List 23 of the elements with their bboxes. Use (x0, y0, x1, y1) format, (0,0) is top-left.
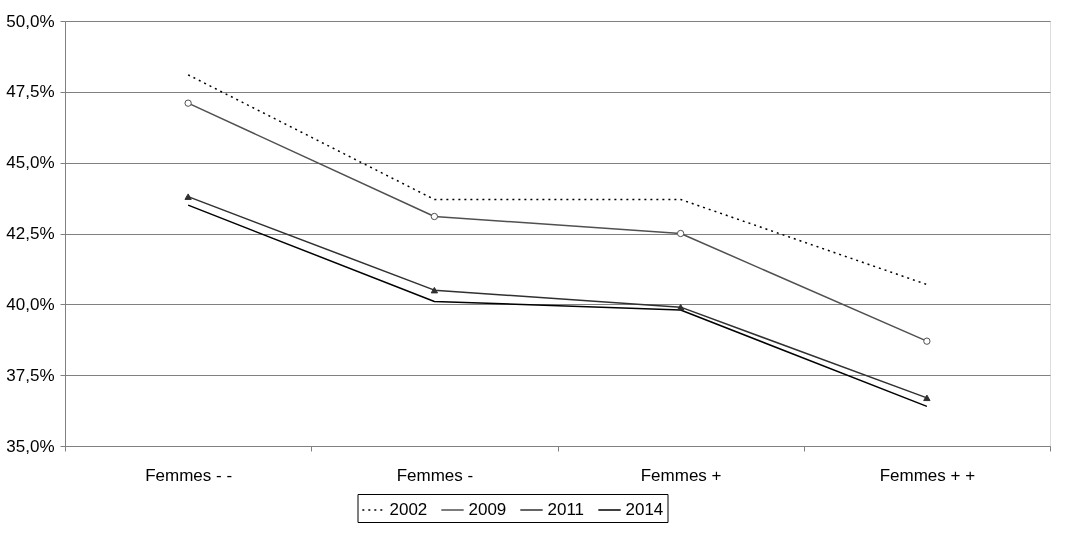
y-tick-label: 47,5% (6, 82, 55, 102)
point (430, 286, 439, 294)
legend-label: 2009 (468, 500, 507, 519)
y-tick-label: 42,5% (6, 224, 55, 243)
y-tick-label: 37,5% (6, 365, 55, 385)
x-tick-label: Femmes - (396, 465, 474, 485)
x-tick-label: Femmes + (640, 465, 722, 485)
point (184, 193, 192, 200)
point (923, 337, 931, 345)
legend-label: 2011 (547, 500, 585, 519)
x-tick-label: Femmes + + (879, 465, 976, 485)
y-tick-label: 45,0% (6, 153, 55, 173)
x-tick-label: Femmes - - (145, 465, 233, 485)
point (184, 99, 192, 107)
y-tick-label: 35,0% (6, 436, 55, 456)
point (923, 394, 931, 402)
y-tick-label: 40,0% (6, 294, 55, 314)
point (430, 212, 439, 221)
point (676, 229, 685, 238)
point (676, 303, 685, 311)
legend-label: 2002 (389, 500, 428, 519)
legend-label: 2014 (625, 500, 664, 519)
y-tick-label: 50,0% (6, 11, 55, 31)
